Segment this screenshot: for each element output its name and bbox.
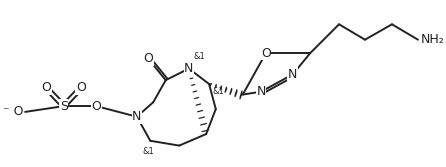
Text: O: O — [41, 81, 51, 94]
Text: O: O — [144, 52, 153, 65]
Text: ⁻ O: ⁻ O — [3, 105, 23, 118]
Text: &1: &1 — [194, 52, 206, 61]
Text: &1: &1 — [143, 147, 154, 156]
Text: &1: &1 — [213, 87, 225, 96]
Text: NH₂: NH₂ — [421, 33, 445, 46]
Text: N: N — [132, 110, 141, 123]
Text: O: O — [91, 100, 101, 113]
Text: N: N — [288, 68, 297, 81]
Text: S: S — [60, 100, 68, 113]
Text: N: N — [256, 85, 266, 98]
Text: O: O — [76, 81, 86, 94]
Text: N: N — [184, 62, 194, 75]
Text: O: O — [261, 47, 271, 60]
